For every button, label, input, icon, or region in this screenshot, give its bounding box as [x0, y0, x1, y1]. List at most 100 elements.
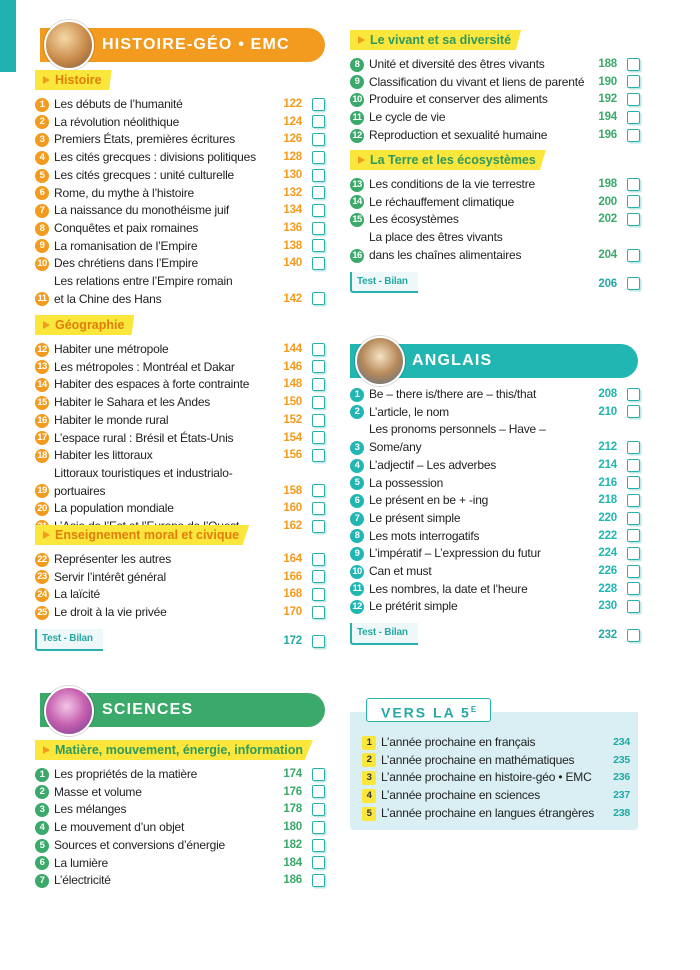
- entry-number: 16: [350, 248, 364, 263]
- page-number: 232: [598, 629, 617, 642]
- page-number: 208: [598, 388, 617, 400]
- entry-title: Can et must: [369, 564, 432, 579]
- entry-number: 10: [350, 564, 364, 579]
- entry-number: 11: [350, 110, 364, 125]
- page-number: 238: [613, 806, 630, 819]
- entry-number: 3: [35, 803, 49, 818]
- page-number: 158: [283, 484, 302, 497]
- page-number: 206: [598, 277, 617, 290]
- toc-entry: 9 Classification du vivant et liens de pa…: [350, 74, 640, 92]
- checkbox: [312, 634, 325, 648]
- subsection-title: Le vivant et sa diversité: [370, 33, 512, 47]
- toc-entry: 16 Habiter le monde rural 152: [35, 412, 325, 430]
- test-label: Test - Bilan: [350, 271, 418, 294]
- checkbox: [312, 168, 325, 182]
- entry-title: La place des êtres vivants dans les chaîn…: [369, 229, 587, 264]
- page-number: 210: [598, 405, 617, 418]
- entry-number: 4: [35, 150, 49, 165]
- entry-title: Habiter une métropole: [54, 342, 169, 356]
- tab-arrow: [358, 156, 365, 164]
- entry-number: 7: [350, 511, 364, 526]
- toc-entry: 3 L’année prochaine en histoire-géo • EMC…: [362, 769, 630, 787]
- toc-entry: 5 Sources et conversions d’énergie 182: [35, 837, 325, 855]
- entry-number: 14: [35, 378, 49, 393]
- checkbox: [627, 277, 640, 291]
- page-number: 220: [598, 511, 617, 524]
- subsection-tab: La Terre et les écosystèmes: [350, 150, 546, 170]
- entry-title: L’année prochaine en mathématiques: [381, 752, 575, 767]
- entry-number: 3: [350, 440, 364, 455]
- checkbox: [312, 413, 325, 427]
- entry-number: 10: [35, 257, 49, 272]
- entry-number: 14: [350, 195, 364, 210]
- checkbox: [627, 600, 640, 614]
- checkbox: [312, 292, 325, 306]
- toc-entry: 14 Habiter des espaces à forte contrainte…: [35, 376, 325, 394]
- page-number: 192: [598, 93, 617, 106]
- page-number: 218: [598, 494, 617, 507]
- page-number: 126: [283, 133, 302, 146]
- section-title: SCIENCES: [102, 701, 194, 718]
- toc-entry: 2 Masse et volume 176: [35, 784, 325, 802]
- checkbox: [312, 570, 325, 584]
- entry-title: L’article, le nom: [369, 404, 449, 419]
- page-number: 128: [283, 151, 302, 164]
- page-number: 196: [598, 128, 617, 141]
- subsection: 1 Be – there is/there are – this/that 208 2…: [350, 386, 640, 645]
- subsection-title: Histoire: [55, 73, 102, 87]
- entry-title: Masse et volume: [54, 784, 142, 799]
- toc-entry: 4 L’adjectif – Les adverbes 214: [350, 457, 640, 475]
- page-number: 234: [613, 736, 630, 748]
- test-entry: Test - Bilan 172: [35, 628, 325, 651]
- entry-title: Sources et conversions d’énergie: [54, 837, 226, 852]
- toc-entry: 10 Produire et conserver des aliments 192: [350, 91, 640, 109]
- checkbox: [627, 110, 640, 124]
- test-entry: Test - Bilan 232: [350, 623, 640, 645]
- entry-number: 18: [35, 448, 49, 463]
- entry-number: 5: [35, 168, 49, 183]
- page-number: 144: [283, 343, 302, 355]
- checkbox: [312, 448, 325, 462]
- toc-entry: 13 Les métropoles : Montréal et Dakar 146: [35, 359, 325, 377]
- tab-arrow: [358, 36, 365, 44]
- toc-entry: 3 Les pronoms personnels – Have – Some/an…: [350, 421, 640, 456]
- entry-title: La possession: [369, 475, 444, 490]
- page-number: 186: [283, 874, 302, 887]
- page-number: 166: [283, 570, 302, 583]
- toc-entry: 10 Des chrétiens dans l’Empire 140: [35, 255, 325, 273]
- checkbox: [312, 519, 325, 533]
- entry-number: 7: [35, 203, 49, 218]
- toc-entry: 15 Les écosystèmes 202: [350, 211, 640, 229]
- title-text: VERS LA 5: [381, 704, 471, 721]
- toc-entry: 3 Premiers États, premières écritures 126: [35, 131, 325, 149]
- entry-title: Les débuts de l’humanité: [54, 97, 183, 111]
- toc-entry: 6 La lumière 184: [35, 855, 325, 873]
- checkbox: [627, 476, 640, 490]
- entry-title: La révolution néolithique: [54, 114, 180, 129]
- checkbox: [627, 93, 640, 107]
- page-number: 230: [598, 600, 617, 613]
- page-number: 124: [283, 115, 302, 128]
- checkbox: [312, 605, 325, 619]
- toc-entry: 1 Les débuts de l’humanité 122: [35, 96, 325, 114]
- page-number: 134: [283, 204, 302, 217]
- page-number: 222: [598, 529, 617, 542]
- entry-number: 25: [35, 605, 49, 620]
- toc-entry: 7 La naissance du monothéisme juif 134: [35, 202, 325, 220]
- subsection: Histoire 1 Les débuts de l’humanité 122 2 La …: [35, 70, 325, 308]
- subsection: 1 L’année prochaine en français 234 2 L’anné…: [362, 734, 630, 823]
- checkbox: [312, 133, 325, 147]
- entry-number: 23: [35, 570, 49, 585]
- subsection: La Terre et les écosystèmes 13 Les conditi…: [350, 150, 640, 294]
- toc-entry: 8 Les mots interrogatifs 222: [350, 528, 640, 546]
- checkbox: [312, 342, 325, 356]
- checkbox: [312, 257, 325, 271]
- toc-entry: 8 Unité et diversité des êtres vivants 188: [350, 56, 640, 74]
- toc-entry: 22 Représenter les autres 164: [35, 551, 325, 569]
- subsection-title: Enseignement moral et civique: [55, 528, 240, 542]
- page-number: 152: [283, 413, 302, 426]
- page-number: 226: [598, 565, 617, 578]
- toc-entry: 4 Les cités grecques : divisions politiqu…: [35, 149, 325, 167]
- entry-number: 1: [35, 97, 49, 112]
- page-number: 182: [283, 838, 302, 851]
